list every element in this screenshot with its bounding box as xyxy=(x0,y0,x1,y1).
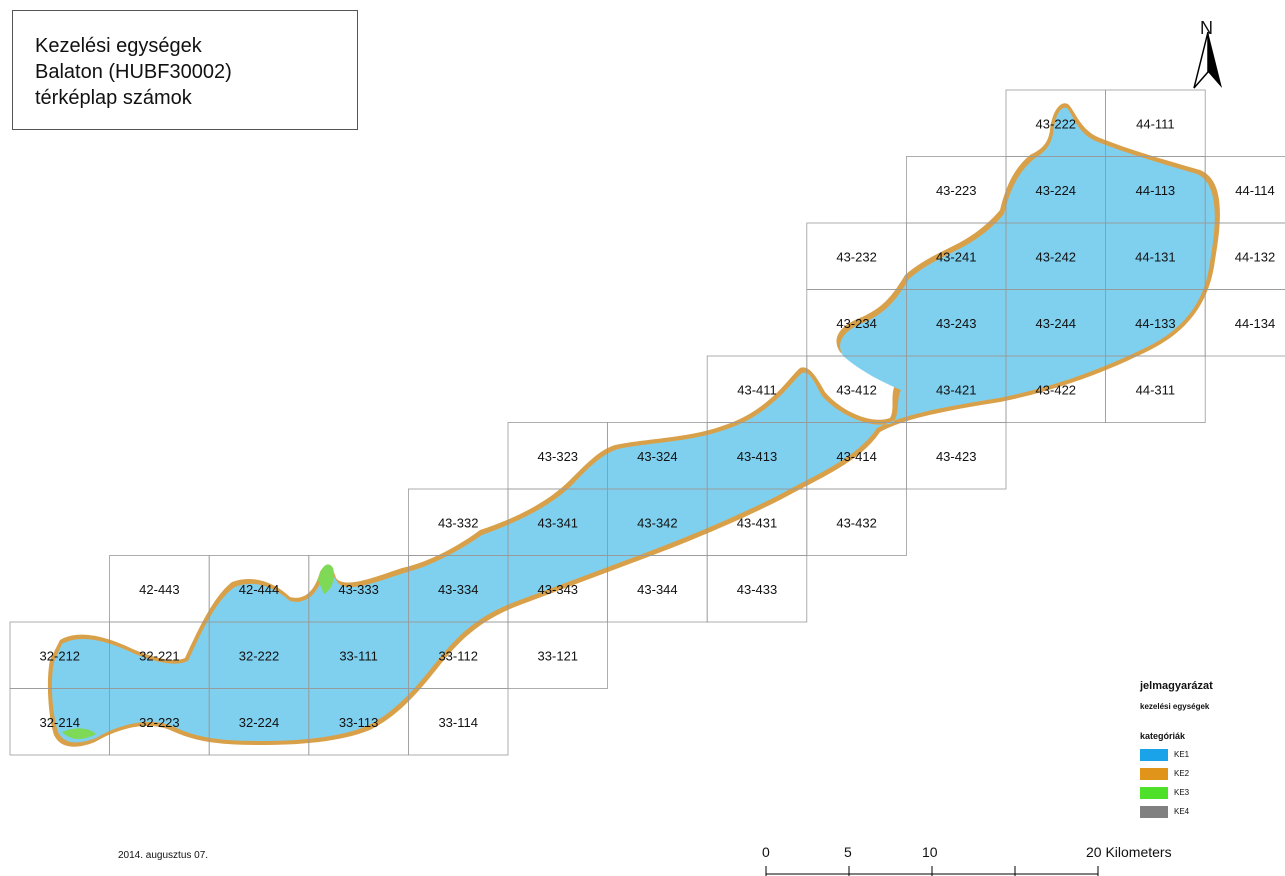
scale-label-5: 5 xyxy=(844,844,852,860)
legend-item-ke1: KE1 xyxy=(1140,745,1270,764)
legend-label-ke4: KE4 xyxy=(1174,807,1190,816)
legend-swatch-ke3 xyxy=(1140,786,1168,799)
scale-ticks xyxy=(765,866,1099,876)
map-sheet-cell xyxy=(806,488,907,556)
lake-water xyxy=(51,107,1215,743)
map-date: 2014. augusztus 07. xyxy=(118,850,209,861)
map-sheet-label: 43-432 xyxy=(836,515,876,530)
map-sheet-label: 42-444 xyxy=(239,582,279,597)
scale-label-20: 20 Kilometers xyxy=(1086,844,1172,860)
map-sheet-label: 33-113 xyxy=(339,715,379,730)
map-sheet-label: 43-242 xyxy=(1036,249,1076,264)
map-sheet-label: 32-222 xyxy=(239,648,279,663)
map-sheet-label: 33-111 xyxy=(339,648,378,663)
map-sheet-label: 43-241 xyxy=(936,249,976,264)
map-sheet-label: 43-244 xyxy=(1036,316,1076,331)
map-sheet-label: 33-112 xyxy=(438,648,478,663)
map-sheet-label: 44-111 xyxy=(1136,116,1175,131)
map-sheet-label: 32-214 xyxy=(40,715,80,730)
map-sheet-label: 43-423 xyxy=(936,449,976,464)
legend-item-ke2: KE2 xyxy=(1140,764,1270,783)
map-sheet-cell xyxy=(906,422,1007,490)
north-label: N xyxy=(1200,18,1213,38)
north-arrow-icon xyxy=(1193,31,1222,89)
scale-label-10: 10 xyxy=(922,844,938,860)
map-sheet-cell xyxy=(507,621,608,689)
map-sheet-label: 44-113 xyxy=(1136,183,1176,198)
legend: jelmagyarázat kezelési egységek kategóri… xyxy=(1140,680,1270,821)
green-wetland-patch xyxy=(318,564,334,594)
map-sheet-label: 43-224 xyxy=(1036,183,1076,198)
map-sheet-label: 44-133 xyxy=(1135,316,1175,331)
legend-label-ke2: KE2 xyxy=(1174,769,1190,778)
map-sheet-label: 43-334 xyxy=(438,582,478,597)
map-sheet-cell xyxy=(1204,289,1285,357)
map-sheet-label: 43-422 xyxy=(1036,382,1076,397)
map-sheet-label: 43-324 xyxy=(637,449,677,464)
legend-subtitle: kezelési egységek xyxy=(1140,702,1210,711)
scale-label-0: 0 xyxy=(762,844,770,860)
map-sheet-label: 43-234 xyxy=(836,316,876,331)
map-sheet-label: 44-131 xyxy=(1135,249,1175,264)
map-sheet-label: 43-223 xyxy=(936,183,976,198)
legend-swatch-ke4 xyxy=(1140,805,1168,818)
map-sheet-label: 42-443 xyxy=(139,582,179,597)
map-sheet-label: 44-132 xyxy=(1235,249,1275,264)
map-sheet-label: 43-413 xyxy=(737,449,777,464)
map-sheet-label: 43-243 xyxy=(936,316,976,331)
map-sheet-label: 44-114 xyxy=(1235,183,1275,198)
map-sheet-label: 43-342 xyxy=(637,515,677,530)
map-sheet-label: 43-222 xyxy=(1036,116,1076,131)
legend-swatch-ke1 xyxy=(1140,748,1168,761)
map-sheet-cell xyxy=(1105,355,1206,423)
map-sheet-label: 32-221 xyxy=(139,648,179,663)
legend-title: jelmagyarázat xyxy=(1140,680,1213,692)
map-sheet-label: 43-341 xyxy=(538,515,578,530)
map-sheet-label: 32-212 xyxy=(40,648,80,663)
legend-item-ke4: KE4 xyxy=(1140,802,1270,821)
lake-balaton xyxy=(47,103,1220,747)
map-title-line-2: Balaton (HUBF30002) xyxy=(35,61,232,83)
map-sheet-label: 32-224 xyxy=(239,715,279,730)
legend-label-ke3: KE3 xyxy=(1174,788,1190,797)
map-title-box: Kezelési egységek Balaton (HUBF30002) té… xyxy=(12,10,358,130)
map-sheet-label: 44-311 xyxy=(1136,382,1176,397)
map-sheet-label: 44-134 xyxy=(1235,316,1275,331)
green-wetland-patch-south xyxy=(62,728,96,739)
map-title-line-3: térképlap számok xyxy=(35,87,192,109)
map-sheet-label: 43-333 xyxy=(338,582,378,597)
map-sheet-label: 43-421 xyxy=(936,382,976,397)
map-sheet-label: 43-323 xyxy=(538,449,578,464)
map-sheet-label: 43-412 xyxy=(836,382,876,397)
map-sheet-label: 43-344 xyxy=(637,582,677,597)
map-sheet-label: 33-121 xyxy=(538,648,578,663)
map-sheet-label: 43-433 xyxy=(737,582,777,597)
map-sheet-cell xyxy=(706,555,808,623)
map-sheet-label: 43-343 xyxy=(538,582,578,597)
map-sheet-label: 32-223 xyxy=(139,715,179,730)
scale-bar: 0 5 10 20 Kilometers xyxy=(760,840,1220,876)
legend-swatch-ke2 xyxy=(1140,767,1168,780)
map-sheet-label: 43-232 xyxy=(836,249,876,264)
map-sheet-label: 43-411 xyxy=(737,382,777,397)
map-sheet-label: 43-414 xyxy=(836,449,876,464)
map-sheet-label: 33-114 xyxy=(438,715,478,730)
map-sheet-label: 43-332 xyxy=(438,515,478,530)
map-title-line-1: Kezelési egységek xyxy=(35,35,202,57)
map-sheet-cell xyxy=(407,688,509,756)
legend-label-ke1: KE1 xyxy=(1174,750,1190,759)
legend-categories-title: kategóriák xyxy=(1140,731,1186,741)
map-sheet-label: 43-431 xyxy=(737,515,777,530)
legend-item-ke3: KE3 xyxy=(1140,783,1270,802)
map-sheet-grid: 43-222 44-111 43-223 43-224 44-113 44-114 43-2… xyxy=(9,89,1285,756)
